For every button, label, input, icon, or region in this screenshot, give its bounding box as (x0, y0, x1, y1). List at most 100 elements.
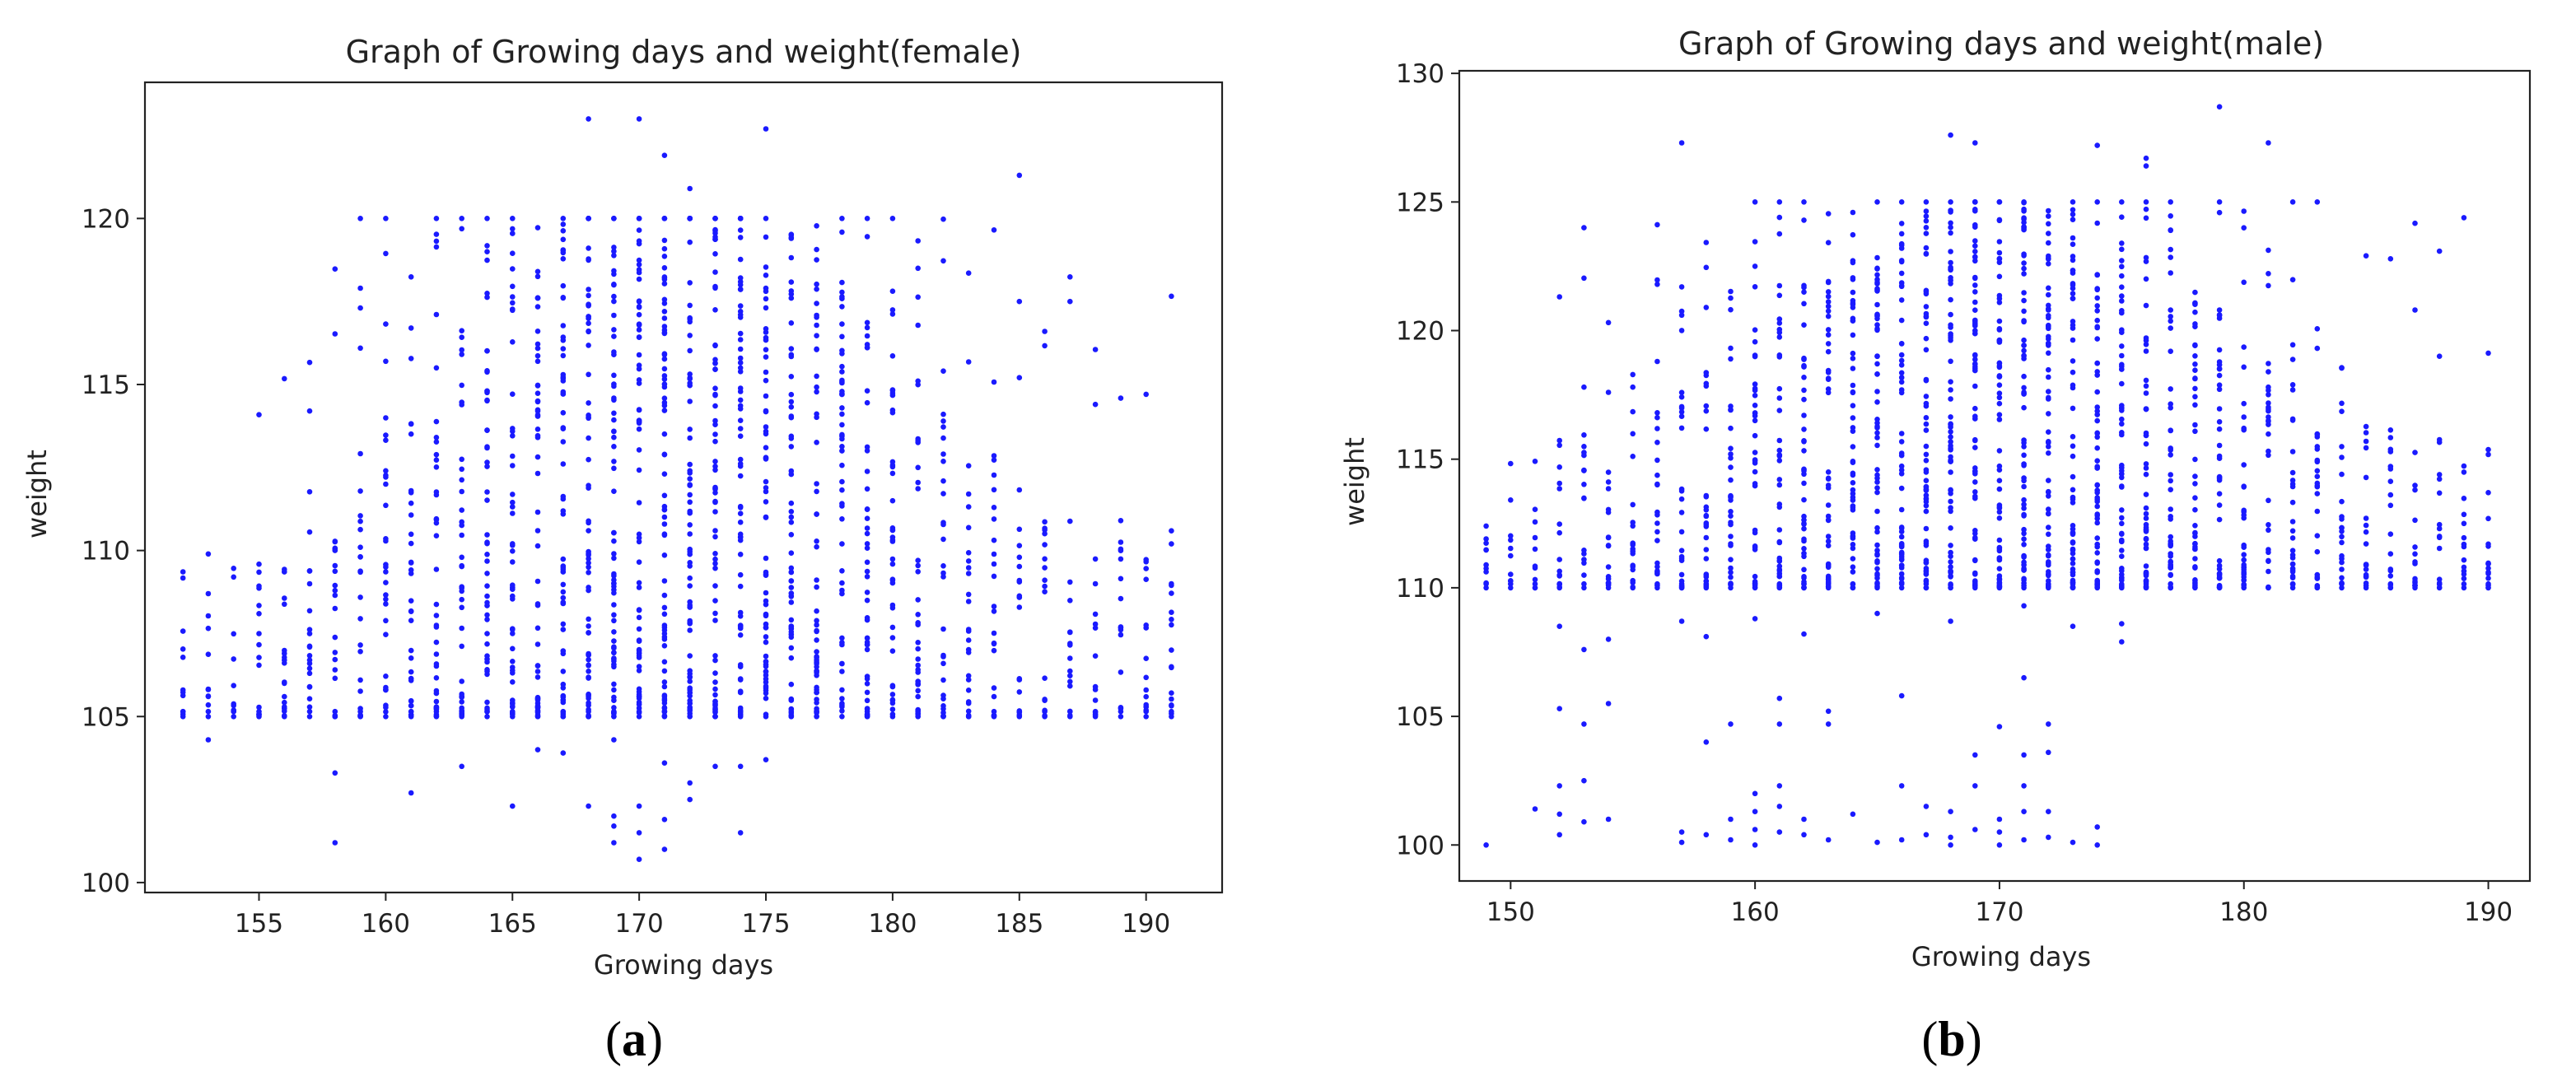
data-point (814, 577, 819, 583)
data-point (1678, 618, 1685, 624)
data-point (1948, 275, 1953, 281)
data-point (1850, 542, 1856, 548)
data-point (1752, 417, 1758, 424)
data-point (2119, 520, 2125, 527)
data-point (2021, 219, 2027, 226)
y-tick-label: 120 (82, 204, 130, 234)
data-point (687, 482, 693, 488)
data-point (1996, 724, 2003, 729)
data-point (687, 499, 693, 506)
data-point (2070, 217, 2076, 223)
data-point (1850, 259, 1856, 266)
data-point (1898, 471, 1905, 477)
data-point (2314, 571, 2321, 578)
data-point (839, 448, 845, 454)
data-point (1948, 498, 1953, 505)
data-point (1169, 580, 1174, 587)
data-point (661, 356, 668, 362)
data-point (282, 680, 287, 687)
data-point (864, 506, 870, 512)
data-point (2143, 515, 2149, 521)
data-point (484, 617, 490, 622)
data-point (2094, 490, 2100, 496)
data-point (534, 390, 541, 397)
data-point (661, 395, 668, 402)
data-point (1996, 199, 2003, 205)
data-point (636, 269, 642, 276)
data-point (1874, 610, 1880, 617)
data-point (1825, 513, 1832, 520)
data-point (560, 352, 567, 359)
data-point (2168, 199, 2173, 205)
data-point (737, 337, 744, 343)
data-point (814, 543, 819, 550)
data-point (788, 279, 795, 285)
data-point (1850, 444, 1856, 450)
data-point (1850, 332, 1856, 338)
data-point (2143, 302, 2149, 309)
data-point (1556, 572, 1562, 578)
data-point (1972, 445, 1978, 450)
data-point (712, 528, 718, 534)
data-point (484, 243, 490, 249)
data-point (1752, 529, 1758, 536)
data-point (2094, 498, 2100, 505)
data-point (2119, 327, 2125, 333)
data-point (1067, 708, 1073, 715)
data-point (2266, 369, 2271, 375)
data-point (1678, 548, 1685, 553)
data-point (433, 418, 440, 425)
data-point (2021, 577, 2027, 583)
data-point (256, 655, 262, 660)
data-point (1042, 577, 1048, 583)
data-point (1948, 429, 1953, 435)
data-point (661, 315, 668, 321)
data-point (2363, 562, 2369, 568)
data-point (510, 697, 516, 703)
data-point (2021, 559, 2027, 566)
data-point (687, 714, 693, 720)
data-point (940, 478, 946, 484)
data-point (1118, 595, 1124, 602)
data-point (2070, 500, 2076, 506)
data-point (383, 216, 389, 221)
data-point (1874, 399, 1880, 405)
data-point (2485, 515, 2491, 522)
data-point (915, 612, 921, 618)
data-point (408, 655, 414, 661)
data-point (1923, 218, 1930, 224)
data-point (459, 466, 464, 473)
data-point (1581, 548, 1587, 553)
data-point (889, 353, 896, 359)
data-point (2216, 477, 2223, 483)
data-point (1850, 301, 1856, 308)
data-point (180, 655, 186, 660)
data-point (661, 301, 668, 306)
data-point (2094, 142, 2100, 148)
data-point (2168, 478, 2173, 484)
data-point (839, 669, 845, 674)
data-point (2461, 496, 2467, 501)
data-point (1752, 381, 1758, 387)
data-point (991, 453, 997, 459)
data-point (1776, 292, 1783, 299)
data-point (2192, 309, 2198, 315)
data-point (2289, 483, 2296, 490)
data-point (839, 380, 845, 386)
data-point (839, 436, 845, 442)
data-point (1581, 721, 1587, 727)
data-point (1850, 470, 1856, 477)
data-point (534, 714, 541, 720)
data-point (1825, 721, 1832, 727)
data-point (2436, 353, 2443, 360)
data-point (940, 368, 946, 375)
data-point (991, 630, 997, 636)
data-point (2094, 535, 2100, 541)
data-point (1776, 580, 1783, 587)
data-point (2070, 235, 2076, 241)
data-point (534, 358, 541, 365)
points (1483, 104, 2491, 848)
data-point (940, 574, 946, 580)
data-point (712, 438, 718, 445)
data-point (510, 596, 516, 602)
